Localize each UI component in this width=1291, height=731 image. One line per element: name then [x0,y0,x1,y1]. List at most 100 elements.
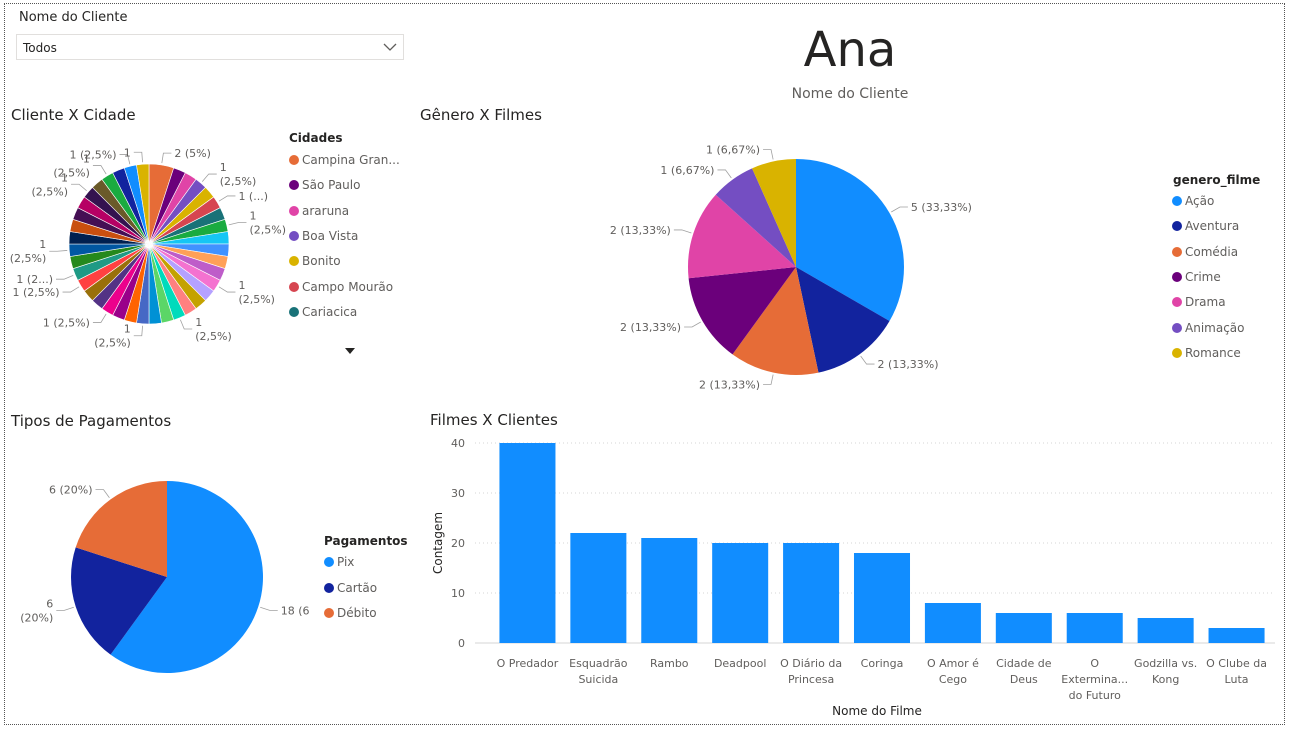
cidade-legend-item[interactable]: Boa Vista [289,229,358,243]
genero-slice[interactable] [688,267,796,355]
data-label: 6 [46,597,53,610]
data-label: 1 (...) [238,190,268,203]
pagamento-legend-item[interactable]: Cartão [324,581,377,595]
bar[interactable] [1066,613,1123,643]
legend-item-label: Animação [1185,320,1245,335]
genero-legend-item[interactable]: Aventura [1172,219,1239,233]
y-tick-label: 0 [458,637,465,650]
data-label: 18 (60%) [281,604,310,617]
data-label: (2,5%) [249,224,286,237]
x-tick-label: Suicida [578,673,618,686]
genero-slice[interactable] [796,267,890,373]
cidade-legend-item[interactable]: Campo Mourão [289,280,393,294]
data-label: (20%) [20,611,53,624]
cidade-legend-item[interactable]: araruna [289,204,349,218]
bar[interactable] [570,533,627,643]
pagamento-slice[interactable] [110,481,263,673]
leader-line [92,313,107,323]
legend-scroll-down-icon[interactable] [345,348,355,354]
data-label: 6 (20%) [49,484,93,497]
pagamento-legend-item[interactable]: Pix [324,555,354,569]
leader-line [49,250,68,252]
data-label: 1 (6,67%) [660,164,714,177]
x-tick-label: Deus [1010,673,1038,686]
genero-slice[interactable] [688,194,796,279]
cidade-legend-item[interactable]: Bonito [289,254,341,268]
bar[interactable] [499,443,556,643]
leader-line [228,222,247,226]
legend-item-label: araruna [302,203,350,218]
y-tick-label: 40 [451,437,465,450]
legend-item-label: Romance [1185,345,1241,360]
y-tick-label: 20 [451,537,465,550]
leader-line [56,606,74,611]
pagamento-slice[interactable] [70,547,167,655]
bar[interactable] [712,543,769,643]
cidade-legend-item[interactable]: São Paulo [289,178,360,192]
legend-item-label: São Paulo [302,178,361,193]
legend-marker-icon [324,557,334,567]
x-tick-label: O Predador [497,657,559,670]
data-label: 1 [195,316,202,329]
cidade-pie-chart[interactable]: 2 (5%)1(2,5%)1 (...)1(2,5%)1(2,5%)1(2,5%… [0,130,290,360]
slicer-selected-value: Todos [23,41,57,55]
legend-marker-icon [1172,221,1182,232]
cidade-legend-item[interactable]: Campina Gran... [289,153,400,167]
legend-item-label: Cartão [337,580,378,595]
legend-marker-icon [289,306,299,317]
genero-legend-item[interactable]: Drama [1172,295,1226,309]
y-tick-label: 10 [451,587,465,600]
leader-line [133,151,143,163]
leader-line [218,195,236,202]
genero-slice[interactable] [732,267,819,375]
cidade-legend-item[interactable]: Cariacica [289,305,357,319]
genero-legend-item[interactable]: Ação [1172,194,1214,208]
leader-line [62,286,80,293]
filmes-bar-chart[interactable]: 0 10 20 30 40 O Predador Esquadrão Suicida Rambo… [425,430,1285,722]
legend-marker-icon [289,155,299,165]
leader-line [92,165,107,175]
data-label: 2 (13,33%) [610,224,671,237]
bar[interactable] [1137,618,1194,643]
legend-item-label: Aventura [1185,219,1240,234]
client-slicer-dropdown[interactable]: Todos [16,34,404,60]
data-label: 1 [124,323,131,336]
genero-legend-title: genero_filme [1173,173,1261,187]
x-tick-label: O Clube da [1206,657,1267,670]
genero-pie-chart[interactable]: 5 (33,33%) 2 (13,33%) 2 (13,33%) 2 (13,33%)… [595,140,995,400]
card-label: Nome do Cliente [791,86,909,102]
bar[interactable] [641,538,698,643]
bar[interactable] [1208,628,1265,643]
x-tick-label: Esquadrão [569,657,628,670]
cidade-slice[interactable] [136,163,150,245]
genero-legend-item[interactable]: Crime [1172,270,1221,284]
bar[interactable] [783,543,840,643]
data-label: 1 [124,146,131,159]
genero-slice[interactable] [796,159,904,321]
pagamentos-pie-chart[interactable]: 18 (60%) 6(20%) 6 (20%) [0,460,310,700]
bar[interactable] [995,613,1052,643]
genero-legend-item[interactable]: Comédia [1172,245,1238,259]
genero-legend-item[interactable]: Animação [1172,321,1244,335]
legend-marker-icon [289,256,299,267]
cidade-chart-title: Cliente X Cidade [11,106,136,124]
data-label: 5 (33,33%) [911,201,972,214]
genero-legend-item[interactable]: Romance [1172,346,1241,360]
pagamento-legend-item[interactable]: Débito [324,606,377,620]
genero-chart-title: Gênero X Filmes [420,106,542,124]
chevron-down-icon[interactable] [383,39,397,58]
leader-line [763,149,774,160]
genero-slice[interactable] [752,159,796,267]
legend-item-label: Boa Vista [302,228,359,243]
leader-line [860,355,875,365]
legend-marker-icon [289,180,299,191]
genero-slice[interactable] [715,168,796,267]
bar[interactable] [853,553,911,643]
legend-marker-icon [1172,196,1182,206]
bar[interactable] [924,603,981,643]
legend-marker-icon [1172,246,1182,257]
slicer-title: Nome do Cliente [19,10,128,25]
legend-item-label: Débito [337,606,377,621]
legend-item-label: Ação [1185,194,1215,208]
pagamento-slice[interactable] [75,481,167,577]
